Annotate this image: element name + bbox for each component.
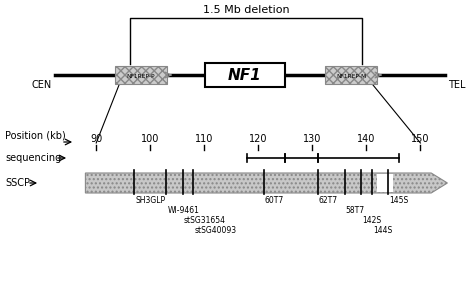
Bar <box>377 174 393 192</box>
Text: 60T7: 60T7 <box>264 196 284 205</box>
Polygon shape <box>85 173 447 193</box>
Text: SH3GLP: SH3GLP <box>135 196 165 205</box>
Text: 110: 110 <box>195 134 213 144</box>
Text: stSG40093: stSG40093 <box>194 226 237 235</box>
Text: 150: 150 <box>411 134 429 144</box>
Text: 130: 130 <box>303 134 321 144</box>
Text: 100: 100 <box>141 134 159 144</box>
Text: 144S: 144S <box>373 226 392 235</box>
Text: 140: 140 <box>357 134 375 144</box>
Text: SSCP: SSCP <box>5 178 30 188</box>
Text: CEN: CEN <box>32 80 52 90</box>
Text: 62T7: 62T7 <box>319 196 338 205</box>
Text: sequencing: sequencing <box>5 153 61 163</box>
Text: 120: 120 <box>249 134 267 144</box>
Bar <box>325 66 377 84</box>
Text: 145S: 145S <box>389 196 408 205</box>
Text: TEL: TEL <box>448 80 465 90</box>
Bar <box>115 66 167 84</box>
Bar <box>205 63 285 87</box>
Text: 142S: 142S <box>362 216 381 225</box>
Text: 58T7: 58T7 <box>346 206 365 215</box>
Text: Position (kb): Position (kb) <box>5 131 66 141</box>
Text: 90: 90 <box>90 134 102 144</box>
Text: NF1REP-P: NF1REP-P <box>127 74 155 78</box>
Text: NF1: NF1 <box>228 68 262 84</box>
Text: 1.5 Mb deletion: 1.5 Mb deletion <box>203 5 289 15</box>
Text: WI-9461: WI-9461 <box>167 206 200 215</box>
Text: NF1REP-M: NF1REP-M <box>336 74 366 78</box>
Text: stSG31654: stSG31654 <box>183 216 226 225</box>
